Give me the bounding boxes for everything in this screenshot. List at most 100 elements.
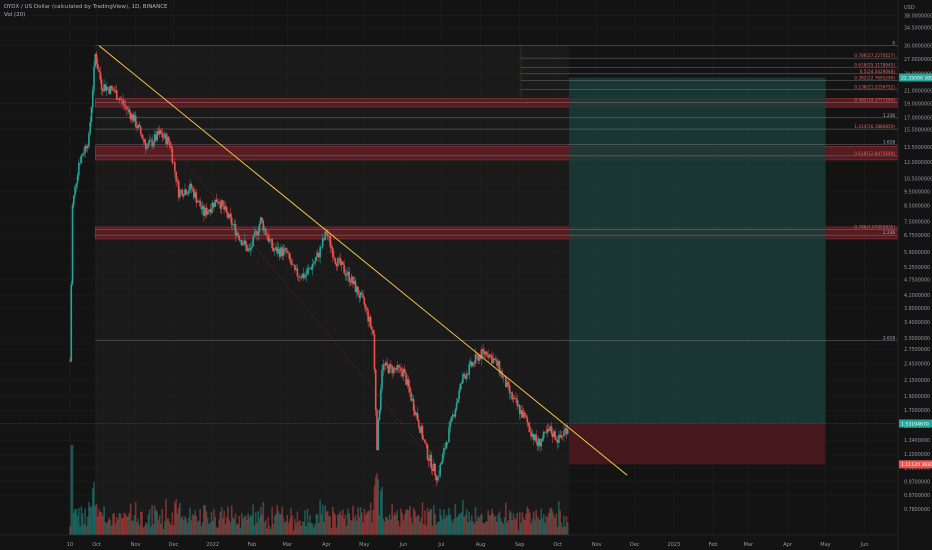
volume-bar <box>559 510 561 535</box>
candle-body <box>85 145 88 149</box>
volume-bar <box>482 522 484 535</box>
volume-bar <box>120 518 123 535</box>
volume-bar <box>477 516 479 535</box>
candle-body <box>297 276 300 277</box>
candle-body <box>540 441 543 447</box>
candle-body <box>319 247 321 258</box>
volume-bar <box>325 511 328 535</box>
volume-bar <box>281 506 284 535</box>
volume-bar <box>400 508 402 535</box>
volume-bar <box>497 514 500 535</box>
candle-body <box>430 454 433 469</box>
volume-bar <box>262 502 265 535</box>
volume-bar <box>502 523 505 535</box>
volume-bar <box>350 520 353 535</box>
volume-bar <box>80 506 83 535</box>
candle-body <box>282 248 285 256</box>
volume-bar <box>117 519 119 535</box>
candle-body <box>381 369 383 390</box>
candle-body <box>412 398 415 411</box>
candle-body <box>421 426 424 440</box>
candle-body <box>107 87 109 89</box>
volume-bar <box>248 517 251 535</box>
candle-body <box>354 281 357 293</box>
volume-bar <box>343 519 345 535</box>
volume-bar <box>171 512 174 535</box>
volume-bar <box>315 514 318 535</box>
candle-body <box>232 224 234 226</box>
volume-bar <box>160 523 162 535</box>
candle-body <box>143 139 146 143</box>
candle-body <box>91 90 94 108</box>
volume-bar <box>553 515 555 535</box>
candle-body <box>353 281 356 285</box>
drawings-layer[interactable] <box>0 45 898 476</box>
candle-body <box>416 412 419 421</box>
candle-body <box>451 414 454 417</box>
candle-body <box>310 267 313 270</box>
stop-price-tag: 1.11120 3620 <box>901 462 932 468</box>
volume-bar <box>349 519 352 535</box>
candle-body <box>564 428 567 431</box>
fib-level-label: 1.618 <box>883 139 895 144</box>
volume-bar <box>560 522 563 535</box>
volume-bar <box>460 512 463 535</box>
volume-bar <box>94 505 97 535</box>
y-tick-label: 0.9700000 <box>904 479 930 485</box>
fib-level-label: 0 <box>892 41 895 46</box>
x-tick-label: Apr <box>322 542 332 548</box>
volume-bar <box>100 512 103 535</box>
x-tick-label: Nov <box>592 542 602 548</box>
candle-body <box>254 231 257 233</box>
volume-bar <box>74 509 76 535</box>
volume-bar <box>276 505 278 535</box>
volume-bar <box>105 523 108 535</box>
volume-bar <box>390 519 392 535</box>
volume-bar <box>253 524 256 535</box>
candle-body <box>206 211 209 215</box>
volume-bar <box>465 509 468 535</box>
volume-bar <box>530 523 532 535</box>
candle-body <box>152 142 155 147</box>
volume-bar <box>190 520 193 535</box>
volume-bar <box>488 515 491 535</box>
volume-bar <box>277 511 280 535</box>
y-tick-label: 38.0000000 <box>904 13 932 19</box>
candle-body <box>230 217 233 226</box>
candle-body <box>229 213 232 218</box>
volume-bar <box>378 515 381 535</box>
candle-body <box>176 180 179 182</box>
candle-body <box>191 188 194 190</box>
candle-body <box>218 201 220 204</box>
candle-body <box>387 365 390 374</box>
candle-body <box>161 133 164 138</box>
volume-bar <box>479 515 482 535</box>
volume-bar <box>91 488 94 535</box>
volume-bar <box>328 516 330 535</box>
volume-indicator-label[interactable]: Vol (20) <box>4 12 26 18</box>
candle-body <box>551 433 554 438</box>
volume-bar <box>410 517 412 535</box>
candle-body <box>529 426 531 432</box>
candle-body <box>339 258 342 265</box>
volume-bar <box>300 525 302 535</box>
candle-body <box>415 412 417 416</box>
candle-body <box>137 124 140 129</box>
candle-body <box>239 240 242 241</box>
candle-body <box>475 354 478 356</box>
candles-layer <box>69 51 569 487</box>
candle-body <box>78 162 80 176</box>
candle-body <box>436 476 439 481</box>
volume-bar <box>358 517 361 535</box>
symbol-title[interactable]: DYDX / US Dollar (calculated by TradingV… <box>4 4 168 10</box>
candle-body <box>108 88 110 94</box>
candle-body <box>146 146 148 149</box>
candle-body <box>402 369 405 377</box>
volume-bar <box>334 514 337 535</box>
candle-body <box>460 382 463 384</box>
candle-body <box>383 364 386 366</box>
candle-body <box>300 277 302 279</box>
volume-bar <box>396 510 399 535</box>
volume-bar <box>347 508 349 535</box>
